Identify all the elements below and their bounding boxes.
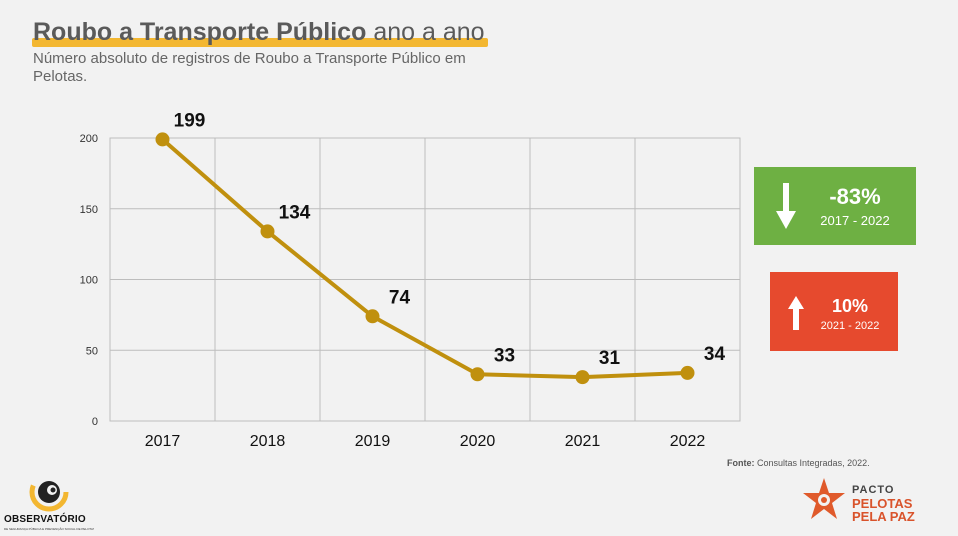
kpi-decrease-range: 2017 - 2022 bbox=[820, 213, 890, 228]
title-bold: Roubo a Transporte Público bbox=[33, 18, 367, 46]
x-tick-label: 2018 bbox=[250, 433, 286, 450]
kpi-increase-card: 10% 2021 - 2022 bbox=[770, 272, 898, 351]
x-tick-label: 2019 bbox=[355, 433, 391, 450]
kpi-increase-range: 2021 - 2022 bbox=[820, 320, 880, 332]
x-tick-label: 2022 bbox=[670, 433, 706, 450]
x-axis: 2017 2018 2019 2020 2021 2022 bbox=[145, 433, 706, 450]
data-point bbox=[470, 367, 485, 382]
title-underline bbox=[32, 38, 488, 47]
data-point bbox=[155, 132, 170, 147]
x-tick-label: 2020 bbox=[460, 433, 496, 450]
pacto-line-1: PACTO bbox=[852, 484, 895, 496]
source-note: Fonte: Consultas Integradas, 2022. bbox=[727, 458, 870, 468]
pacto-line-3: PELA PAZ bbox=[852, 509, 915, 524]
y-tick-label: 100 bbox=[80, 275, 98, 287]
data-label: 74 bbox=[389, 287, 411, 308]
series-line bbox=[161, 137, 688, 380]
arrow-up-icon bbox=[788, 296, 804, 330]
arrow-down-icon bbox=[776, 183, 796, 229]
data-label: 34 bbox=[704, 344, 726, 365]
page-subtitle: Número absoluto de registros de Roubo a … bbox=[33, 50, 466, 85]
title-rest: ano a ano bbox=[373, 18, 485, 46]
chart-grid bbox=[109, 137, 741, 422]
data-label: 199 bbox=[174, 110, 206, 131]
y-tick-label: 150 bbox=[80, 204, 98, 216]
data-point bbox=[575, 370, 590, 385]
x-tick-label: 2021 bbox=[565, 433, 601, 450]
observatorio-subtitle: DE SEGURANÇA PÚBLICA E PREVENÇÃO SOCIAL … bbox=[4, 527, 94, 531]
kpi-decrease-card: -83% 2017 - 2022 bbox=[754, 167, 916, 245]
data-label: 31 bbox=[599, 348, 621, 369]
kpi-increase-value: 10% bbox=[831, 296, 869, 316]
kpi-decrease-value: -83% bbox=[829, 184, 881, 209]
data-point bbox=[365, 309, 380, 324]
y-tick-label: 200 bbox=[80, 133, 98, 145]
data-label: 134 bbox=[279, 202, 311, 223]
source-text: Consultas Integradas, 2022. bbox=[757, 458, 870, 468]
pacto-star-logo bbox=[803, 478, 845, 519]
data-labels: 199 134 74 33 31 34 bbox=[174, 110, 726, 369]
data-label: 33 bbox=[494, 345, 515, 366]
data-point bbox=[680, 365, 695, 380]
y-tick-label: 50 bbox=[86, 345, 98, 357]
page-title: Roubo a Transporte Público ano a ano bbox=[33, 18, 485, 47]
chart-series bbox=[155, 132, 695, 385]
observatorio-logo bbox=[29, 472, 69, 512]
data-point bbox=[260, 224, 275, 239]
observatorio-name: OBSERVATÓRIO bbox=[4, 514, 86, 525]
x-tick-label: 2017 bbox=[145, 433, 181, 450]
y-tick-label: 0 bbox=[92, 416, 98, 428]
pacto-logo-text: PACTO PELOTAS PELA PAZ bbox=[852, 484, 915, 523]
y-axis: 0 50 100 150 200 bbox=[80, 133, 98, 428]
source-label: Fonte: bbox=[727, 458, 755, 468]
pacto-line-2: PELOTAS bbox=[852, 496, 913, 511]
